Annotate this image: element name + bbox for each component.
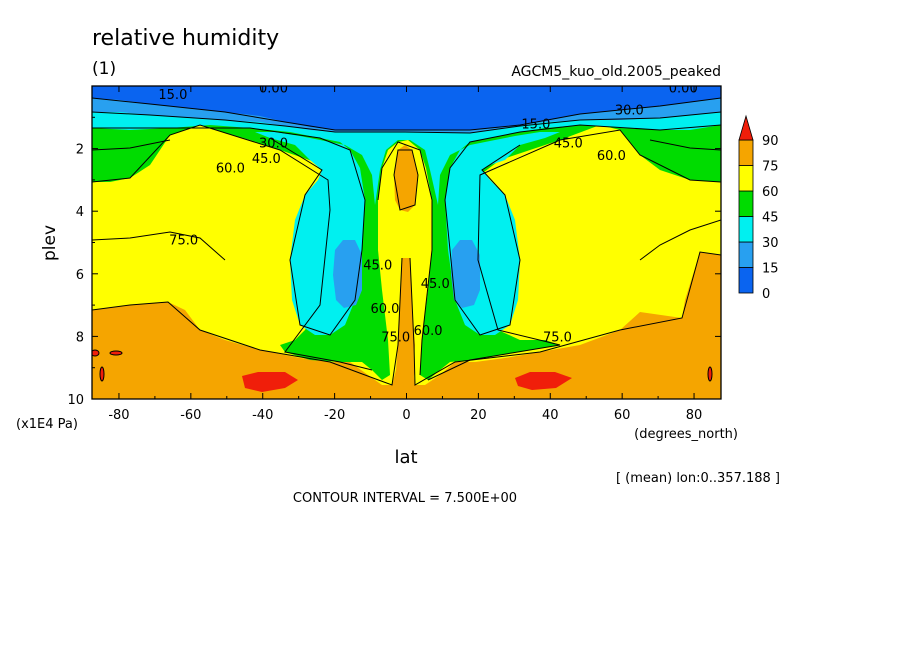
contour-label: 30.0 (259, 136, 288, 151)
x-tick-label: 0 (402, 408, 410, 423)
colorbar-swatch (738, 241, 754, 268)
colorbar-label: 75 (762, 160, 779, 175)
y-tick-label: 10 (67, 393, 84, 408)
colorbar-swatch (738, 216, 754, 243)
x-tick-label: -80 (108, 408, 129, 423)
contour-label: 0.00 (259, 82, 288, 97)
colorbar-label: 30 (762, 236, 779, 251)
band-0-15 (92, 86, 721, 130)
y-tick-label: 2 (76, 143, 84, 158)
y-tick-label: 6 (76, 268, 84, 283)
y-tick-label: 8 (76, 330, 84, 345)
edge-marks (92, 349, 713, 382)
colorbar-overflow-arrow (738, 114, 754, 141)
contour-label: 45.0 (363, 258, 392, 273)
colorbar-label: 45 (762, 211, 779, 226)
contour-lines (92, 97, 721, 386)
contour-label: 75.0 (381, 330, 410, 345)
cell-15-30-left (333, 240, 362, 308)
y-axis-label: plev (40, 225, 60, 261)
x-axis: -80 -60 -40 -20 0 20 40 60 80 (108, 86, 702, 423)
band-75-equator-low (398, 262, 415, 390)
run-name: AGCM5_kuo_old.2005_peaked (511, 64, 721, 80)
edge-mark-right-bottom (707, 366, 713, 382)
colorbar-swatch (738, 165, 754, 192)
contour-label-layer: 0.00 0.0015.015.030.030.045.045.060.060.0… (158, 82, 698, 345)
mean-note: [ (mean) lon:0..357.188 ] (616, 471, 780, 486)
colorbar-label: 60 (762, 185, 779, 200)
colorbar-swatch (738, 139, 754, 166)
x-tick-label: 20 (470, 408, 487, 423)
x-tick-label: 80 (686, 408, 703, 423)
contour-label: 45.0 (554, 136, 583, 151)
contour-label: 15.0 (158, 88, 187, 103)
colorbar-label: 15 (762, 262, 779, 277)
x-tick-label: -60 (180, 408, 201, 423)
contour-label: 30.0 (615, 103, 644, 118)
x-tick-label: 60 (614, 408, 631, 423)
y-axis-units: (x1E4 Pa) (16, 417, 78, 432)
edge-mark-left-lower (109, 350, 123, 356)
y-axis: 2 4 6 8 10 (67, 116, 721, 408)
colorbar: 0 15 30 45 60 75 90 (738, 114, 779, 302)
contour-label: 45.0 (421, 277, 450, 292)
chart-title: relative humidity (92, 26, 279, 51)
colorbar-label: 0 (762, 287, 770, 302)
band-75-equator-top (394, 145, 418, 212)
x-tick-label: -20 (324, 408, 345, 423)
contour-label: 60.0 (370, 302, 399, 317)
band-60-75 (92, 86, 721, 385)
contour-label: 75.0 (543, 330, 572, 345)
contour-label: 60.0 (597, 149, 626, 164)
contour-label: 15.0 (521, 118, 550, 133)
x-tick-label: 40 (542, 408, 559, 423)
contour-label: 60.0 (414, 324, 443, 339)
edge-mark-left-upper (92, 349, 100, 357)
contour-field: 0.00 0.0015.015.030.030.045.045.060.060.0… (92, 82, 721, 399)
band-90-left (242, 372, 298, 392)
x-axis-units: (degrees_north) (634, 427, 738, 442)
band-90-right (515, 372, 572, 390)
contour-interval: CONTOUR INTERVAL = 7.500E+00 (293, 491, 517, 506)
panel-id: (1) (92, 59, 116, 79)
contour-label: 45.0 (252, 152, 281, 167)
contour-label: 60.0 (216, 161, 245, 176)
y-tick-label: 4 (76, 205, 84, 220)
x-axis-label: lat (394, 447, 417, 468)
contour-label: 75.0 (169, 233, 198, 248)
colorbar-label: 90 (762, 134, 779, 149)
cell-15-30-right (451, 240, 480, 308)
colorbar-swatch (738, 267, 754, 294)
edge-mark-left-bottom (99, 366, 105, 382)
colorbar-swatch (738, 190, 754, 217)
x-tick-label: -40 (252, 408, 273, 423)
contour-label: 0.00 (669, 82, 698, 97)
